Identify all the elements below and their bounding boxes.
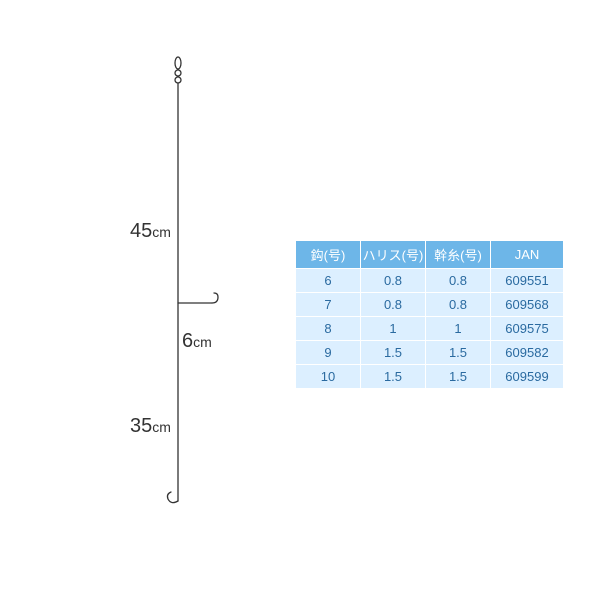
table-row: 60.80.8609551 bbox=[296, 269, 564, 293]
table-header-cell: 鈎(号) bbox=[296, 241, 361, 269]
table-cell: 609568 bbox=[491, 293, 564, 317]
rig-svg bbox=[60, 55, 240, 535]
table-cell: 1 bbox=[426, 317, 491, 341]
rig-label-branch-unit: cm bbox=[193, 334, 212, 350]
table-cell: 8 bbox=[296, 317, 361, 341]
table-cell: 0.8 bbox=[426, 293, 491, 317]
table-cell: 10 bbox=[296, 365, 361, 389]
table-cell: 1.5 bbox=[426, 341, 491, 365]
rig-label-top-unit: cm bbox=[152, 224, 171, 240]
table-cell: 6 bbox=[296, 269, 361, 293]
table-cell: 1.5 bbox=[361, 365, 426, 389]
rig-label-bottom-value: 35 bbox=[130, 415, 152, 437]
table-cell: 9 bbox=[296, 341, 361, 365]
table-cell: 0.8 bbox=[361, 293, 426, 317]
table-row: 101.51.5609599 bbox=[296, 365, 564, 389]
stage: 45cm 6cm 35cm 鈎(号)ハリス(号)幹糸(号)JAN 60.80.8… bbox=[0, 0, 600, 600]
table-cell: 609599 bbox=[491, 365, 564, 389]
rig-label-bottom: 35cm bbox=[130, 415, 171, 438]
table-header-cell: 幹糸(号) bbox=[426, 241, 491, 269]
table-cell: 0.8 bbox=[361, 269, 426, 293]
table-header-cell: JAN bbox=[491, 241, 564, 269]
rig-label-bottom-unit: cm bbox=[152, 419, 171, 435]
table-cell: 1 bbox=[361, 317, 426, 341]
table-row: 70.80.8609568 bbox=[296, 293, 564, 317]
table-cell: 1.5 bbox=[361, 341, 426, 365]
table-cell: 609575 bbox=[491, 317, 564, 341]
table-cell: 609582 bbox=[491, 341, 564, 365]
table-header-row: 鈎(号)ハリス(号)幹糸(号)JAN bbox=[296, 241, 564, 269]
rig-label-top-value: 45 bbox=[130, 220, 152, 242]
table-cell: 1.5 bbox=[426, 365, 491, 389]
rig-label-top: 45cm bbox=[130, 220, 171, 243]
table-cell: 0.8 bbox=[426, 269, 491, 293]
rig-diagram: 45cm 6cm 35cm bbox=[60, 55, 240, 535]
table-cell: 7 bbox=[296, 293, 361, 317]
table-cell: 609551 bbox=[491, 269, 564, 293]
table-body: 60.80.860955170.80.860956881160957591.51… bbox=[296, 269, 564, 389]
rig-label-branch: 6cm bbox=[182, 330, 212, 353]
table-row: 91.51.5609582 bbox=[296, 341, 564, 365]
table-row: 811609575 bbox=[296, 317, 564, 341]
rig-label-branch-value: 6 bbox=[182, 330, 193, 352]
table-header-cell: ハリス(号) bbox=[361, 241, 426, 269]
spec-table: 鈎(号)ハリス(号)幹糸(号)JAN 60.80.860955170.80.86… bbox=[295, 240, 564, 389]
